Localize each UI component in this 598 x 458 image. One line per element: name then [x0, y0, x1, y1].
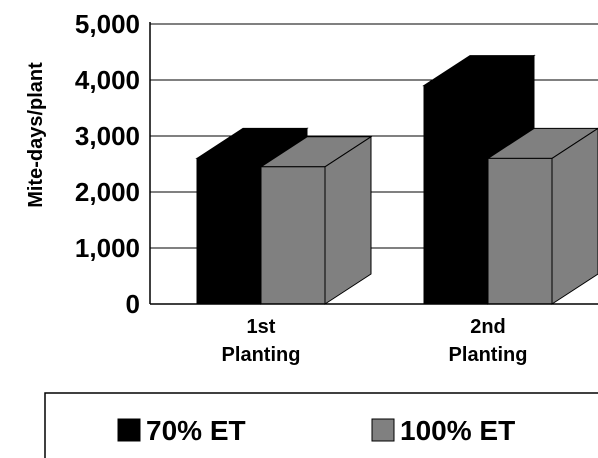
y-tick-label: 1,000 [75, 233, 140, 263]
legend: 70% ET 100% ET [44, 392, 598, 458]
legend-swatch [117, 418, 141, 442]
y-tick-label: 4,000 [75, 65, 140, 95]
y-tick-label: 3,000 [75, 121, 140, 151]
bar [486, 127, 598, 305]
bar-front [423, 85, 489, 305]
y-tick-label: 2,000 [75, 177, 140, 207]
x-tick-label: Planting [449, 344, 528, 366]
y-axis-label: Mite-days/plant [25, 62, 47, 208]
x-tick-label: 1st [247, 316, 276, 338]
legend-label: 70% ET [146, 415, 246, 446]
bar-front [196, 157, 262, 305]
x-tick-label: Planting [222, 344, 301, 366]
bar-side [324, 135, 372, 305]
bar-front [487, 157, 553, 305]
bar-front [260, 166, 326, 305]
y-tick-label: 5,000 [75, 9, 140, 39]
x-tick-label: 2nd [470, 316, 506, 338]
y-tick-label: 0 [126, 289, 140, 319]
bar [259, 135, 373, 305]
legend-swatch [371, 418, 395, 442]
legend-label: 100% ET [400, 415, 515, 446]
bar-side [551, 127, 598, 305]
